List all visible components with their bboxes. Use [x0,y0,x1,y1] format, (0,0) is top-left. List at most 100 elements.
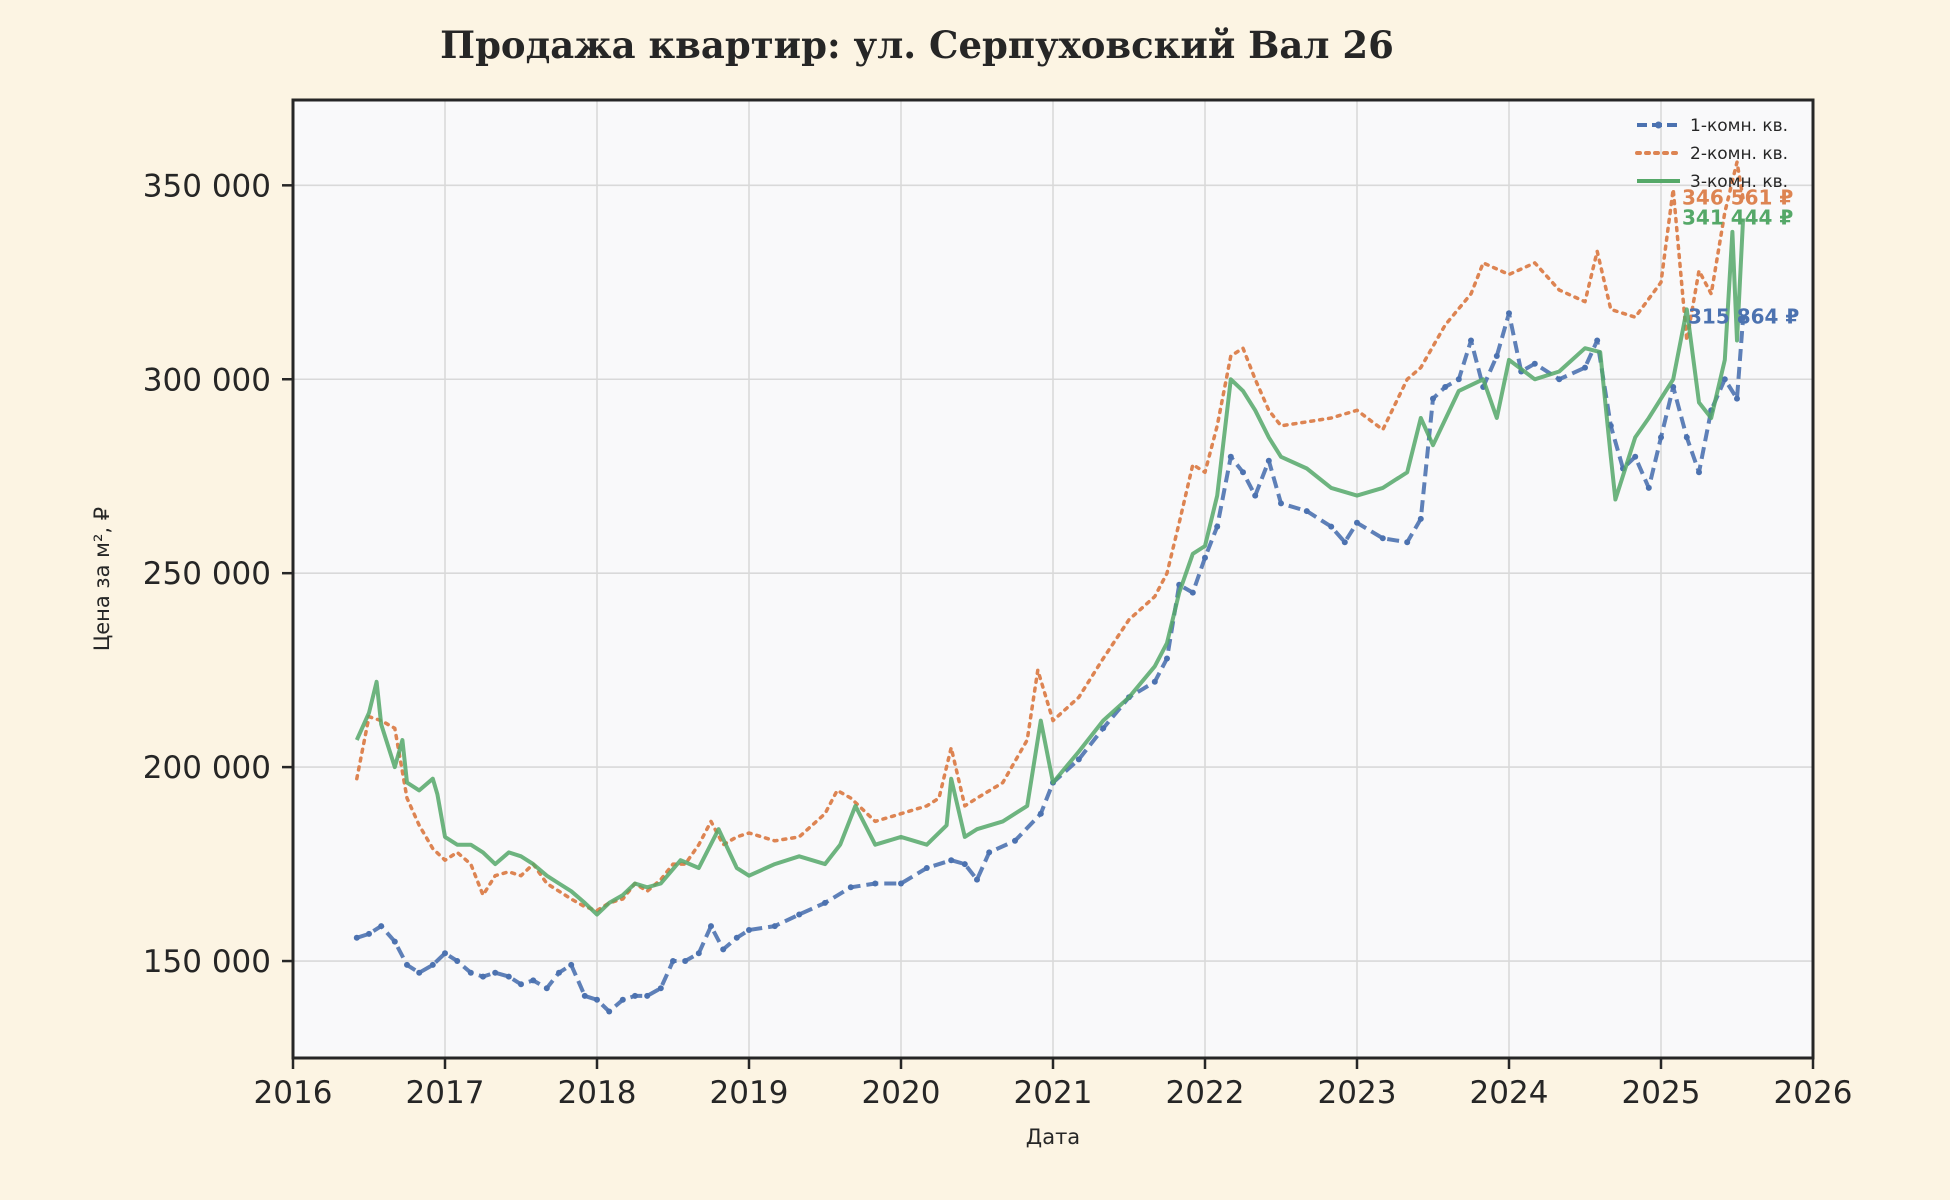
series-1-point [872,880,879,887]
series-1-point [1214,523,1221,530]
series-1-point [1354,519,1360,526]
x-axis: 2016 2017 2018 2019 2020 2021 2022 2023 2024 2025… [254,1058,1853,1111]
series-1-point [353,934,360,941]
series-1-point [429,961,436,968]
legend-label-3: 3-комн. кв. [1690,172,1788,192]
series-1-point [682,958,689,964]
series-1-point [1734,395,1740,402]
y-axis: 150 000 200 000 250 000 300 000 350 000 [143,168,293,980]
series-1-point [1493,353,1500,359]
series-1-point [898,880,904,887]
series-1-point [530,977,537,984]
series-1-point [492,969,499,976]
series-2-end-label: 346 561 ₽ [1682,186,1793,210]
series-1-point [670,958,676,964]
series-1-point [1202,554,1208,561]
series-3-line [354,218,1746,917]
series-1-point [1531,360,1538,367]
series-1-point [720,946,727,953]
series-3-end-label: 341 444 ₽ [1682,206,1793,230]
series-1-point [961,861,968,868]
series-1-point [1594,337,1601,344]
series-1-point [644,992,651,999]
series-1-point [1379,535,1386,542]
y-tick-label: 250 000 [143,556,271,592]
series-1-point [733,934,740,941]
series-1-point [581,992,588,999]
series-1-point [518,981,524,988]
series-1-point [1151,678,1158,685]
series-1-point [467,969,474,976]
x-tick-label: 2023 [1318,1075,1397,1111]
legend: 1-комн. кв. 2-комн. кв. 3-комн. кв. [1635,116,1788,192]
y-tick-label: 200 000 [143,750,271,786]
series-1-point [505,973,512,980]
series-1-point [1696,469,1702,476]
series-1-point [1075,756,1082,763]
series-1-point [543,985,550,992]
series-1-point [1303,508,1310,515]
series-1-point [847,884,854,891]
legend-marker-1 [1655,121,1662,129]
x-axis-label: Дата [1026,1125,1080,1149]
series-1-point [1658,434,1664,441]
series-1-point [442,950,448,957]
x-tick-label: 2019 [710,1075,789,1111]
series-1-point [632,992,638,999]
series-1-point [796,911,803,918]
y-tick-label: 300 000 [143,362,271,398]
series-1-point [416,969,423,976]
series-1-point [822,899,828,906]
series-1-point [1683,434,1690,441]
x-tick-label: 2025 [1622,1075,1701,1111]
series-layer [353,160,1747,1015]
series-1-point [1037,810,1044,817]
series-1-point [454,958,461,964]
x-tick-label: 2026 [1774,1075,1853,1111]
series-1-point [708,923,714,930]
series-1-point [1404,539,1411,546]
series-1-point [568,961,575,968]
series-1-point [1506,310,1512,317]
series-1-point [1430,395,1436,402]
series-1-point [1328,523,1335,530]
series-1-point [556,969,562,976]
series-1-point [1100,725,1107,732]
series-1-point [1670,384,1677,390]
series-1-point [1556,376,1563,383]
series-1-point [1012,837,1018,844]
series-1-point [1341,539,1348,546]
series-1-point [1278,500,1284,507]
x-tick-label: 2018 [558,1075,637,1111]
series-1-point [695,950,702,957]
series-1-point [594,996,600,1003]
series-1-point [923,865,930,871]
series-1-point [404,961,410,968]
series-1-point [1252,492,1259,499]
series-1-point [1417,515,1424,522]
series-1-end-label: 315 864 ₽ [1688,305,1799,329]
series-1-point [480,973,486,980]
legend-label-1: 1-комн. кв. [1690,116,1788,136]
series-1-point [986,849,993,856]
series-1-point [1442,384,1449,390]
series-1-point [657,985,664,992]
series-1-point [1164,655,1170,662]
series-1-point [1582,364,1588,371]
series-1-point [366,930,372,937]
series-1-point [948,857,955,864]
y-tick-label: 150 000 [143,944,271,980]
series-1-point [1265,457,1272,464]
series-1-point [1740,314,1747,321]
series-1-point [619,996,626,1003]
end-labels: 315 864 ₽ 346 561 ₽341 444 ₽ [1682,186,1799,329]
y-tick-label: 350 000 [143,168,271,204]
x-tick-label: 2024 [1470,1075,1549,1111]
series-1-point [1189,589,1196,596]
series-1-point [746,927,752,933]
series-1-point [974,876,980,883]
series-1-point [1645,484,1652,491]
chart-title: Продажа квартир: ул. Серпуховский Вал 26 [440,23,1394,67]
series-1-point [378,923,385,930]
